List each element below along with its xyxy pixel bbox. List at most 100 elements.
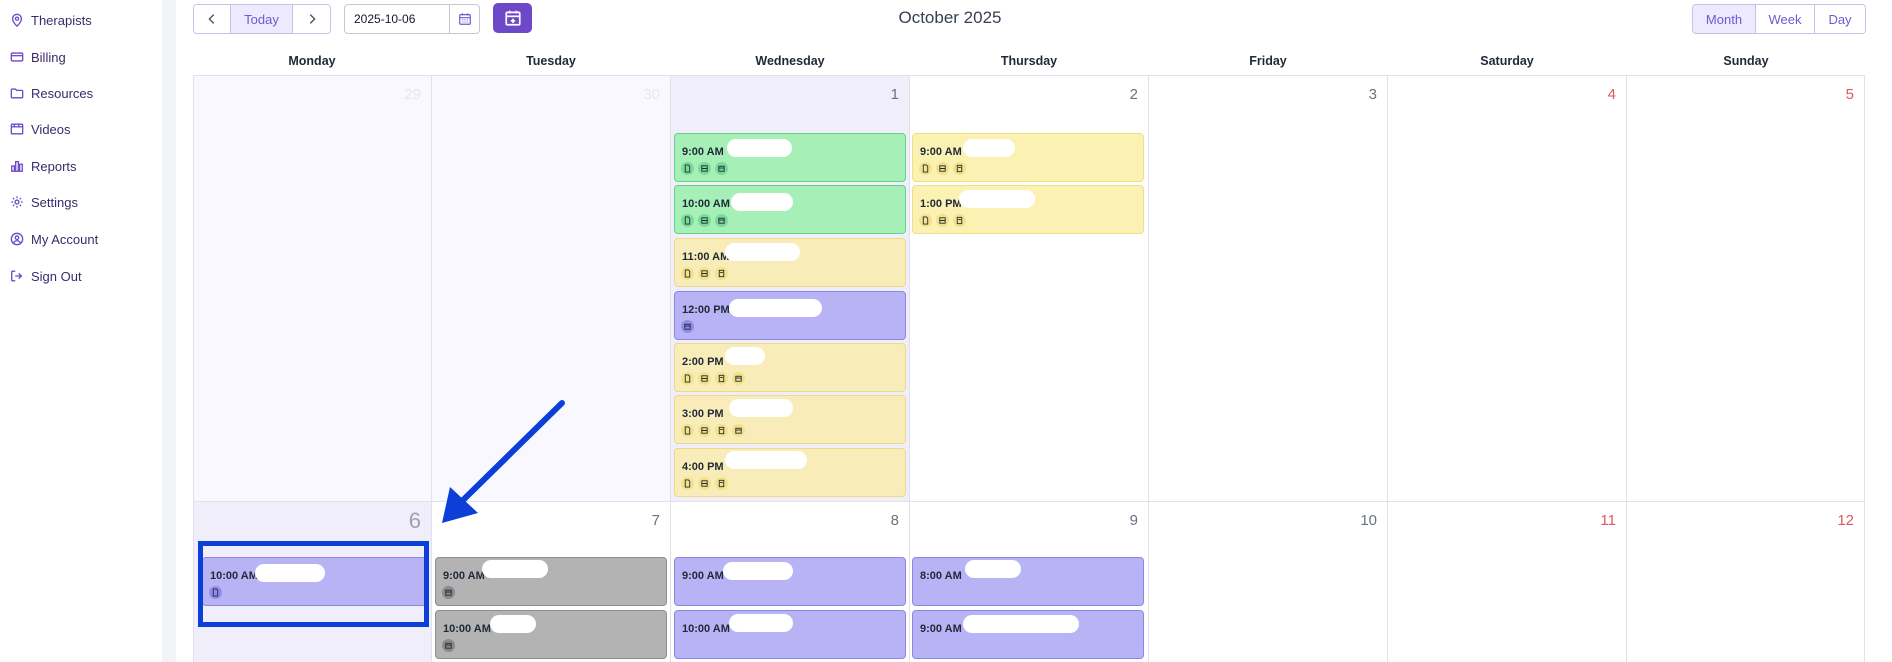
month-view-button[interactable]: Month xyxy=(1693,5,1756,33)
event-time: 9:00 AM xyxy=(682,146,724,158)
day-cell-30[interactable]: 30 xyxy=(432,75,671,502)
weekday-header: Saturday xyxy=(1480,54,1534,68)
appointment-event[interactable]: 1:00 PM xyxy=(912,185,1144,234)
day-number: 6 xyxy=(408,508,421,533)
appointment-event[interactable]: 10:00 AM xyxy=(202,557,427,606)
today-button[interactable]: Today xyxy=(231,5,293,33)
appointment-event[interactable]: 11:00 AM xyxy=(674,238,906,287)
appointment-event[interactable]: 4:00 PM xyxy=(674,448,906,497)
redaction-mark xyxy=(725,451,807,469)
day-cell-11[interactable]: 11 xyxy=(1388,502,1627,662)
appointment-event[interactable]: 10:00 AM xyxy=(674,185,906,234)
day-number: 10 xyxy=(1360,512,1377,529)
calendar-icon xyxy=(458,13,471,25)
day-cell-10[interactable]: 10 xyxy=(1149,502,1388,662)
sidebar-item-resources[interactable]: Resources xyxy=(10,81,93,105)
sidebar-item-videos[interactable]: Videos xyxy=(10,117,71,141)
document-icon xyxy=(681,477,694,490)
appointment-event[interactable]: 9:00 AM xyxy=(912,610,1144,659)
appointment-event[interactable]: 12:00 PM xyxy=(674,291,906,340)
notes-icon xyxy=(953,214,966,227)
redaction-mark xyxy=(959,190,1035,208)
redaction-mark xyxy=(729,614,793,632)
gear-icon xyxy=(10,195,24,209)
weekday-header: Tuesday xyxy=(526,54,576,68)
appointment-event[interactable]: 9:00 AM xyxy=(674,133,906,182)
day-cell-5[interactable]: 5 xyxy=(1627,75,1865,502)
sidebar-item-label: Videos xyxy=(31,121,71,137)
event-time: 10:00 AM xyxy=(682,198,730,210)
calendar-icon xyxy=(715,214,728,227)
sidebar-item-reports[interactable]: Reports xyxy=(10,154,77,178)
day-cell-4[interactable]: 4 xyxy=(1388,75,1627,502)
day-number: 3 xyxy=(1368,86,1377,103)
list-icon xyxy=(936,162,949,175)
appointment-event[interactable]: 9:00 AM xyxy=(912,133,1144,182)
month-title: October 2025 xyxy=(898,8,1002,27)
next-month-button[interactable] xyxy=(293,5,330,33)
notes-icon xyxy=(715,372,728,385)
weekday-header: Wednesday xyxy=(755,54,825,68)
sign-out-icon xyxy=(10,269,24,283)
day-view-button[interactable]: Day xyxy=(1815,5,1865,33)
appointment-event[interactable]: 9:00 AM xyxy=(435,557,667,606)
list-icon xyxy=(698,372,711,385)
nav-button-group: Today xyxy=(193,4,331,34)
event-time: 10:00 AM xyxy=(682,623,730,635)
calendar-icon xyxy=(732,424,745,437)
sidebar-item-therapists[interactable]: Therapists xyxy=(10,8,92,32)
appointment-event[interactable]: 8:00 AM xyxy=(912,557,1144,606)
list-icon xyxy=(936,214,949,227)
date-picker xyxy=(344,4,480,34)
document-icon xyxy=(681,372,694,385)
sidebar-item-label: Therapists xyxy=(31,12,92,28)
weekday-header: Thursday xyxy=(1000,54,1058,68)
day-cell-29[interactable]: 29 xyxy=(193,75,432,502)
sidebar-item-my-account[interactable]: My Account xyxy=(10,227,98,251)
list-icon xyxy=(698,267,711,280)
weekday-header: Sunday xyxy=(1723,54,1769,68)
event-time: 2:00 PM xyxy=(682,356,724,368)
redaction-mark xyxy=(965,560,1021,578)
chevron-right-icon xyxy=(309,14,316,24)
list-icon xyxy=(698,477,711,490)
sidebar-item-label: Reports xyxy=(31,158,77,174)
sidebar-item-label: My Account xyxy=(31,231,99,247)
redaction-mark xyxy=(963,615,1079,633)
date-field[interactable] xyxy=(345,5,449,33)
day-number: 12 xyxy=(1837,512,1854,529)
appointment-event[interactable]: 10:00 AM xyxy=(674,610,906,659)
user-circle-icon xyxy=(10,232,24,246)
sidebar-item-label: Billing xyxy=(31,49,66,65)
new-appointment-button[interactable] xyxy=(493,3,532,33)
day-number: 7 xyxy=(651,512,660,529)
redaction-mark xyxy=(725,243,800,261)
weekday-header: Friday xyxy=(1249,54,1287,68)
event-time: 9:00 AM xyxy=(443,570,485,582)
event-time: 1:00 PM xyxy=(920,198,962,210)
sidebar-item-billing[interactable]: Billing xyxy=(10,45,66,69)
date-picker-button[interactable] xyxy=(449,5,479,33)
appointment-event[interactable]: 2:00 PM xyxy=(674,343,906,392)
day-number: 11 xyxy=(1600,512,1616,529)
event-time: 4:00 PM xyxy=(682,461,724,473)
redaction-mark xyxy=(725,347,765,365)
redaction-mark xyxy=(729,299,822,317)
day-cell-3[interactable]: 3 xyxy=(1149,75,1388,502)
appointment-event[interactable]: 9:00 AM xyxy=(674,557,906,606)
list-icon xyxy=(698,162,711,175)
appointment-event[interactable]: 3:00 PM xyxy=(674,395,906,444)
week-view-button[interactable]: Week xyxy=(1756,5,1815,33)
sidebar-item-sign-out[interactable]: Sign Out xyxy=(10,264,82,288)
calendar-plus-icon xyxy=(504,10,521,26)
day-cell-12[interactable]: 12 xyxy=(1627,502,1865,662)
folder-icon xyxy=(10,86,24,100)
appointment-event[interactable]: 10:00 AM xyxy=(435,610,667,659)
calendar-icon xyxy=(681,320,694,333)
prev-month-button[interactable] xyxy=(194,5,231,33)
calendar-icon xyxy=(732,372,745,385)
document-icon xyxy=(209,586,222,599)
sidebar-item-settings[interactable]: Settings xyxy=(10,190,78,214)
event-time: 9:00 AM xyxy=(682,570,724,582)
